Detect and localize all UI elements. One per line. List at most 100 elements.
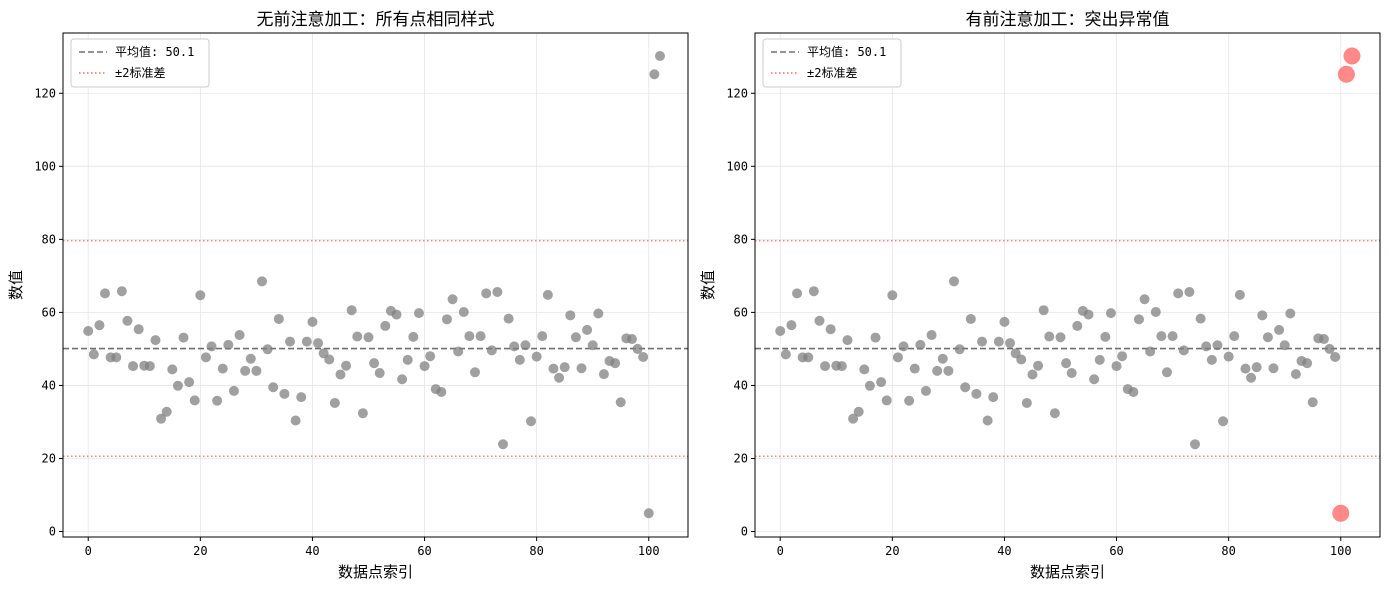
data-point (1145, 346, 1156, 357)
data-point (1066, 368, 1077, 379)
data-point (643, 508, 654, 519)
chart-panel-2: 0 20 40 60 80 100 0 20 40 60 80 100 120 有前注意加工：突出异常值数… (699, 10, 1381, 581)
data-point (391, 309, 402, 320)
data-point (814, 315, 825, 326)
data-point (240, 365, 251, 376)
data-point (848, 413, 859, 424)
data-point (965, 313, 976, 324)
data-point (144, 361, 155, 372)
y-tick-label: 20 (42, 451, 56, 465)
x-tick-label: 20 (193, 544, 207, 558)
data-point (1240, 363, 1251, 374)
data-point (363, 332, 374, 343)
y-tick-label: 100 (34, 159, 56, 173)
axes-frame (62, 32, 689, 538)
data-point (825, 324, 836, 335)
y-tick-label: 20 (734, 451, 748, 465)
data-point (296, 392, 307, 403)
data-point (453, 346, 464, 357)
x-tick-label: 0 (777, 544, 784, 558)
data-point (408, 331, 419, 342)
data-point (83, 326, 94, 337)
outlier-point (1332, 504, 1350, 522)
data-point (313, 338, 324, 349)
y-tick-label: 100 (726, 159, 748, 173)
data-point (1016, 354, 1027, 365)
data-point (610, 358, 621, 369)
data-point (999, 316, 1010, 327)
data-point (576, 363, 587, 374)
data-point (1094, 354, 1105, 365)
data-point (509, 341, 520, 352)
data-point (859, 364, 870, 375)
data-point (262, 344, 273, 355)
data-point (948, 276, 959, 287)
data-point (1038, 305, 1049, 316)
data-point (486, 345, 497, 356)
data-point (178, 332, 189, 343)
data-point (993, 336, 1004, 347)
data-point (133, 324, 144, 335)
chart-title: 有前注意加工：突出异常值 (966, 10, 1170, 30)
data-point (615, 397, 626, 408)
data-point (570, 332, 581, 343)
data-point (977, 336, 988, 347)
data-point (1285, 308, 1296, 319)
legend: 平均值: 50.1 ±2标准差 (762, 38, 902, 88)
data-point (251, 365, 262, 376)
data-point (206, 341, 217, 352)
data-point (649, 69, 660, 80)
data-point (892, 352, 903, 363)
data-point (88, 349, 99, 360)
x-tick-label: 80 (529, 544, 543, 558)
x-tick-label: 40 (997, 544, 1011, 558)
data-point (1044, 331, 1055, 342)
legend-mean-label: 平均值: 50.1 (807, 44, 886, 59)
data-point (531, 351, 542, 362)
data-point (775, 326, 786, 337)
data-point (111, 352, 122, 363)
data-point (1318, 334, 1329, 345)
data-point (1150, 307, 1161, 318)
data-point (228, 385, 239, 396)
data-point (172, 380, 183, 391)
data-point (324, 354, 335, 365)
data-point (195, 290, 206, 301)
data-point (1268, 363, 1279, 374)
data-point (1262, 332, 1273, 343)
chart-title: 无前注意加工：所有点相同样式 (257, 10, 495, 30)
data-point (436, 387, 447, 398)
x-tick-label: 40 (305, 544, 319, 558)
data-point (167, 364, 178, 375)
x-tick-label: 100 (638, 544, 660, 558)
data-point (212, 395, 223, 406)
data-point (441, 314, 452, 325)
data-point (792, 288, 803, 299)
data-point (520, 340, 531, 351)
data-point (548, 363, 559, 374)
data-point (256, 276, 267, 287)
data-point (156, 413, 167, 424)
data-point (161, 406, 172, 417)
data-point (1302, 358, 1313, 369)
data-point (352, 331, 363, 342)
data-point (1167, 331, 1178, 342)
data-point (475, 331, 486, 342)
data-point (425, 351, 436, 362)
data-point (1005, 338, 1016, 349)
data-point (1190, 439, 1201, 450)
data-point (988, 392, 999, 403)
data-point (1251, 362, 1262, 373)
data-point (184, 377, 195, 388)
y-tick-label: 80 (42, 232, 56, 246)
data-point (481, 288, 492, 299)
data-point (909, 363, 920, 374)
x-tick-label: 60 (1109, 544, 1123, 558)
data-point (1178, 345, 1189, 356)
y-axis-label: 数值 (7, 270, 25, 300)
data-point (307, 316, 318, 327)
data-point (245, 353, 256, 364)
data-point (786, 320, 797, 331)
data-point (582, 324, 593, 335)
